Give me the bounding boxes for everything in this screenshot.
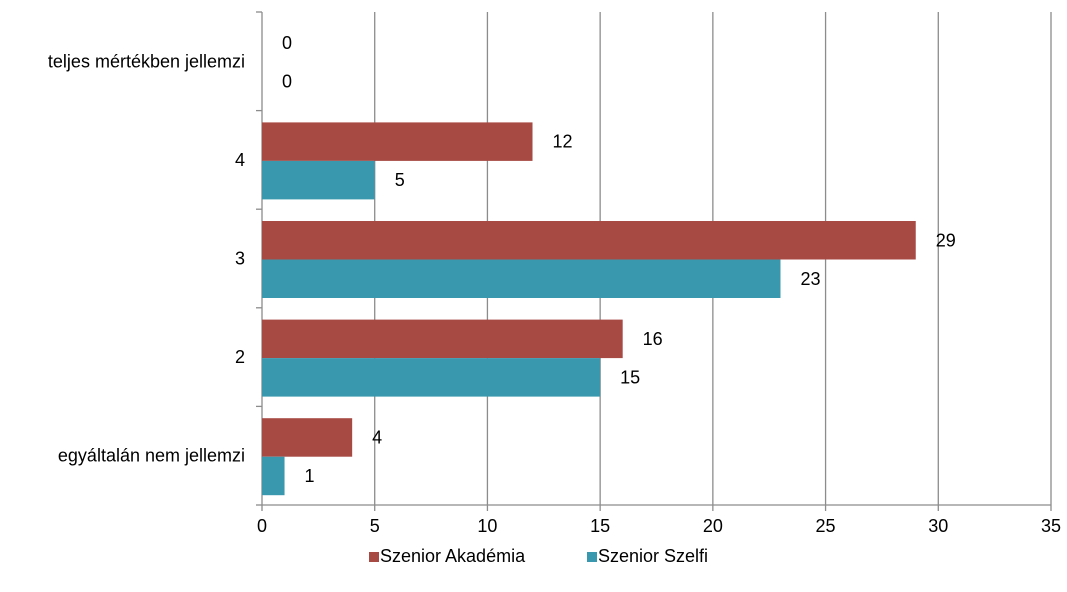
bar (262, 456, 285, 496)
data-label: 0 (282, 33, 292, 53)
x-tick-label: 10 (477, 516, 497, 536)
data-label: 29 (936, 230, 956, 250)
category-label: 2 (235, 347, 245, 367)
legend: Szenior Akadémia Szenior Szelfi (369, 546, 708, 566)
category-label: egyáltalán nem jellemzi (58, 446, 245, 466)
legend-label: Szenior Akadémia (380, 546, 526, 566)
category-label: 3 (235, 249, 245, 269)
legend-swatch (369, 552, 379, 562)
x-tick-label: 20 (703, 516, 723, 536)
bar (262, 221, 916, 260)
bar (262, 319, 623, 359)
data-label: 5 (395, 170, 405, 190)
x-tick-label: 0 (257, 516, 267, 536)
data-label: 16 (643, 329, 663, 349)
x-tick-label: 15 (590, 516, 610, 536)
x-tick-label: 25 (816, 516, 836, 536)
category-label: 4 (235, 150, 245, 170)
bar (262, 259, 781, 298)
legend-label: Szenior Szelfi (598, 546, 708, 566)
data-label: 12 (553, 132, 573, 152)
x-tick-label: 35 (1041, 516, 1061, 536)
data-label: 0 (282, 72, 292, 92)
bar (262, 358, 601, 397)
bar (262, 122, 533, 161)
x-tick-label: 5 (370, 516, 380, 536)
x-tick-label: 30 (928, 516, 948, 536)
data-label: 1 (305, 466, 315, 486)
data-label: 15 (620, 367, 640, 387)
legend-swatch (587, 552, 597, 562)
bar (262, 418, 353, 457)
bar (262, 160, 375, 200)
bars (262, 122, 916, 496)
data-label: 4 (372, 427, 382, 447)
data-label: 23 (800, 269, 820, 289)
category-label: teljes mértékben jellemzi (48, 51, 245, 71)
